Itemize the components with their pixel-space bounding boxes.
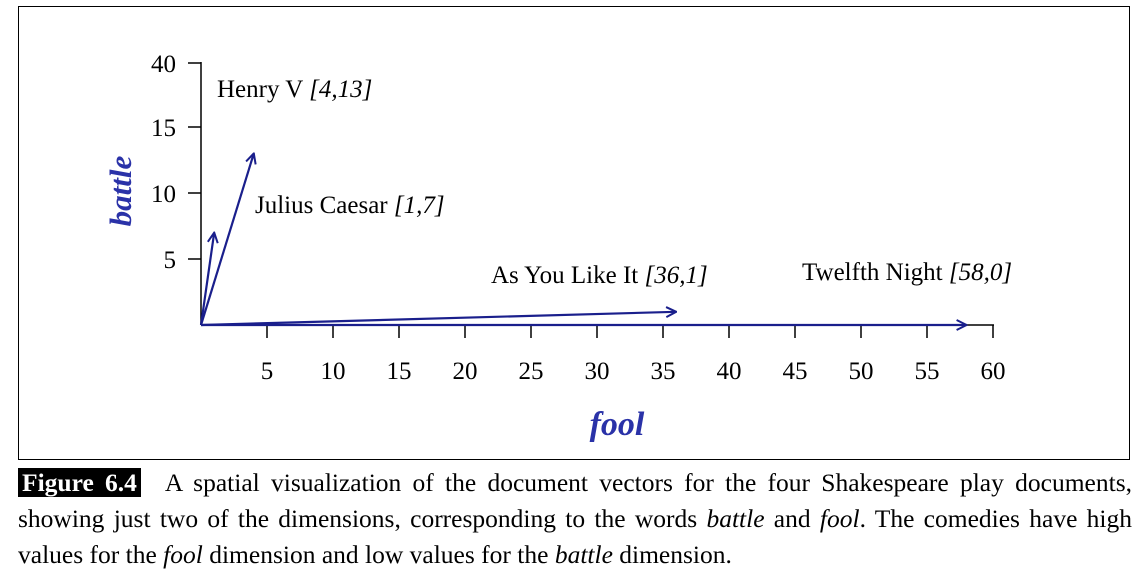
caption-text: dimension and low values for the	[202, 540, 555, 569]
caption-term: fool	[819, 504, 860, 533]
x-tick-label: 30	[585, 358, 610, 385]
y-axis-label: battle	[103, 155, 138, 226]
play-name: Twelfth Night	[802, 259, 949, 286]
caption-term: fool	[163, 540, 203, 569]
figure-caption: Figure 6.4 A spatial visualization of the…	[18, 465, 1132, 573]
y-tick-label: 15	[151, 115, 176, 142]
x-tick-label: 50	[849, 358, 874, 385]
x-tick-label: 40	[717, 358, 742, 385]
vector-label-julius-caesar: Julius Caesar [1,7]	[255, 192, 445, 219]
caption-text: A spatial visualization of the document …	[18, 468, 1132, 533]
x-tick-label: 35	[651, 358, 676, 385]
x-tick-label: 10	[321, 358, 346, 385]
caption-term: battle	[706, 504, 765, 533]
vector-label-as-you-like-it: As You Like It [36,1]	[491, 262, 708, 289]
vector-coords: [4,13]	[309, 76, 372, 103]
figure-frame: 5 10 15 20 25 30 35 40 45 50 55 60 5 10 15 40 Henry V …	[18, 6, 1130, 460]
play-name: Henry V	[217, 76, 309, 103]
figure-label: Figure 6.4	[18, 468, 141, 497]
vector-henry-v	[199, 153, 254, 326]
vector-coords: [36,1]	[645, 262, 708, 289]
x-axis-label: fool	[590, 406, 645, 443]
vector-chart: 5 10 15 20 25 30 35 40 45 50 55 60 5 10 15 40 Henry V …	[103, 51, 1012, 443]
vector-coords: [1,7]	[394, 192, 445, 219]
caption-text: dimension.	[612, 540, 732, 569]
caption-term: battle	[554, 540, 613, 569]
x-tick-label: 55	[915, 358, 940, 385]
play-name: As You Like It	[491, 262, 645, 289]
vector-label-henry-v: Henry V [4,13]	[217, 76, 372, 103]
x-tick-label: 60	[981, 358, 1006, 385]
y-tick-label: 10	[151, 181, 176, 208]
x-tick-label: 25	[519, 358, 544, 385]
x-tick-label: 20	[453, 358, 478, 385]
caption-text: . The comedies have high values for the	[18, 504, 1132, 569]
vector-julius-caesar	[199, 233, 214, 326]
x-tick-label: 5	[261, 358, 274, 385]
caption-text: and	[764, 504, 820, 533]
vector-coords: [58,0]	[949, 259, 1012, 286]
play-name: Julius Caesar	[255, 192, 394, 219]
vector-as-you-like-it	[200, 312, 676, 327]
x-tick-label: 15	[387, 358, 412, 385]
vector-label-twelfth-night: Twelfth Night [58,0]	[802, 259, 1012, 286]
y-tick-label: 40	[151, 51, 176, 78]
x-tick-label: 45	[783, 358, 808, 385]
y-tick-label: 5	[164, 247, 177, 274]
